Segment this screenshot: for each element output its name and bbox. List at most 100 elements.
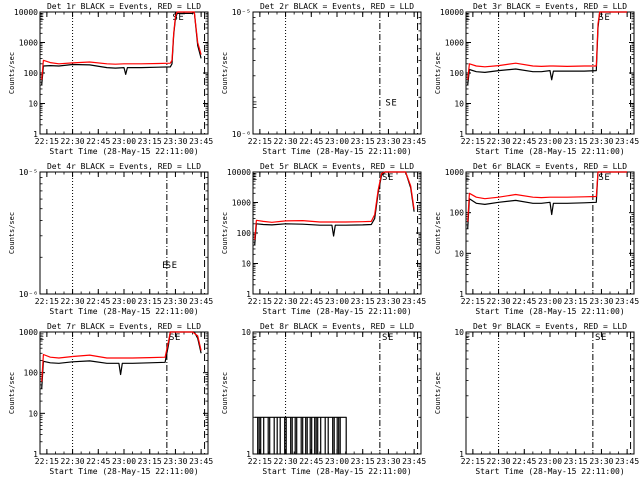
y-axis-label: Counts/sec — [434, 212, 442, 254]
marker-s: S — [382, 173, 387, 183]
plot-frame — [465, 331, 635, 455]
y-tick-label: 10 — [454, 100, 464, 109]
marker-e: E — [39, 13, 44, 23]
marker-s: S — [169, 333, 174, 343]
y-tick-label: 1 — [246, 450, 251, 459]
panel-title: Det 9r BLACK = Events, RED = LLD — [473, 322, 627, 331]
x-tick-label: 23:00 — [538, 457, 562, 466]
series-events-line — [254, 416, 347, 455]
x-tick-label: 22:45 — [299, 137, 323, 146]
x-tick-label: 23:45 — [189, 297, 213, 306]
series-lld-line — [254, 171, 415, 240]
x-tick-label: 23:15 — [138, 137, 162, 146]
y-tick-label: 100 — [237, 229, 252, 238]
x-tick-label: 23:00 — [538, 137, 562, 146]
y-tick-label: 10000 — [14, 8, 38, 17]
plot-frame — [39, 171, 209, 295]
x-tick-label: 23:30 — [163, 297, 187, 306]
x-tick-label: 23:45 — [402, 457, 426, 466]
y-tick-label: 10 — [241, 260, 251, 269]
x-tick-label: 22:30 — [487, 457, 511, 466]
x-tick-label: 23:30 — [589, 457, 613, 466]
x-tick-label: 23:45 — [189, 137, 213, 146]
x-tick-label: 22:45 — [512, 457, 536, 466]
y-tick-label: 1 — [246, 290, 251, 299]
marker-s: S — [166, 261, 171, 271]
x-tick-label: 23:30 — [376, 457, 400, 466]
marker-e: E — [172, 261, 177, 271]
series-lld-line — [41, 11, 202, 80]
x-tick-label: 22:45 — [299, 297, 323, 306]
x-tick-label: 22:30 — [61, 297, 85, 306]
marker-e: E — [175, 333, 180, 343]
marker-e: E — [388, 333, 393, 343]
panel-title: Det 7r BLACK = Events, RED = LLD — [47, 322, 201, 331]
marker-e: E — [252, 101, 257, 111]
x-tick-label: 23:30 — [376, 137, 400, 146]
x-tick-label: 23:45 — [615, 137, 639, 146]
marker-e: E — [604, 13, 609, 23]
y-tick-label: 1 — [33, 130, 38, 139]
y-tick-label: 1000 — [232, 199, 251, 208]
x-tick-label: 23:45 — [402, 137, 426, 146]
y-tick-label: 1000 — [445, 39, 464, 48]
x-tick-label: 23:15 — [138, 457, 162, 466]
y-tick-label: 10⁻⁶ — [19, 290, 38, 299]
marker-e: E — [388, 173, 393, 183]
detector-panel-7: Det 7r BLACK = Events, RED = LLD 1 10 100 10… — [8, 322, 213, 476]
marker-e: E — [39, 333, 44, 343]
series-lld-line — [467, 171, 628, 222]
marker-e: E — [601, 333, 606, 343]
x-tick-label: 23:15 — [564, 137, 588, 146]
panel-title: Det 2r BLACK = Events, RED = LLD — [260, 2, 414, 11]
x-tick-label: 22:30 — [487, 137, 511, 146]
x-tick-label: 23:15 — [564, 297, 588, 306]
x-tick-label: 23:30 — [163, 457, 187, 466]
x-tick-label: 22:15 — [35, 457, 59, 466]
y-tick-label: 10 — [454, 249, 464, 258]
x-axis-label: Start Time (28-May-15 22:11:00) — [49, 467, 198, 476]
y-tick-label: 1 — [33, 450, 38, 459]
detector-panel-6: Det 6r BLACK = Events, RED = LLD 1 10 100 10… — [434, 162, 639, 316]
x-tick-label: 23:15 — [351, 297, 375, 306]
x-axis-label: Start Time (28-May-15 22:11:00) — [49, 147, 198, 156]
plot-frame — [252, 171, 422, 295]
marker-s: S — [598, 173, 603, 183]
x-tick-label: 23:30 — [589, 297, 613, 306]
y-axis-label: Counts/sec — [8, 372, 16, 414]
x-tick-label: 23:15 — [351, 137, 375, 146]
marker-s: S — [598, 13, 603, 23]
x-tick-label: 22:30 — [61, 137, 85, 146]
y-tick-label: 100 — [24, 369, 39, 378]
y-tick-label: 10⁻⁵ — [19, 168, 38, 177]
x-tick-label: 22:15 — [35, 297, 59, 306]
marker-e: E — [252, 173, 257, 183]
series-lld-line — [41, 331, 202, 382]
x-tick-label: 22:15 — [35, 137, 59, 146]
y-axis-label: Counts/sec — [8, 212, 16, 254]
x-tick-label: 23:45 — [402, 297, 426, 306]
marker-e: E — [604, 173, 609, 183]
x-tick-label: 22:45 — [512, 297, 536, 306]
x-tick-label: 23:00 — [325, 137, 349, 146]
y-tick-label: 1 — [459, 290, 464, 299]
x-tick-label: 22:45 — [86, 137, 110, 146]
x-tick-label: 23:15 — [351, 457, 375, 466]
marker-e: E — [465, 173, 470, 183]
marker-e: E — [465, 13, 470, 23]
y-tick-label: 10 — [28, 409, 38, 418]
x-tick-label: 23:00 — [538, 297, 562, 306]
x-tick-label: 23:00 — [325, 297, 349, 306]
x-tick-label: 22:45 — [86, 297, 110, 306]
marker-e: E — [391, 98, 396, 108]
detector-panel-5: Det 5r BLACK = Events, RED = LLD 1 10 100 10… — [221, 162, 426, 316]
x-tick-label: 22:30 — [61, 457, 85, 466]
y-tick-label: 1000 — [445, 168, 464, 177]
x-tick-label: 22:30 — [274, 297, 298, 306]
marker-s: S — [595, 333, 600, 343]
y-axis-label: Counts/sec — [434, 52, 442, 94]
plot-frame — [39, 331, 209, 455]
y-tick-label: 1000 — [19, 328, 38, 337]
detector-panel-8: Det 8r BLACK = Events, RED = LLD 1 10 Count… — [221, 322, 426, 476]
